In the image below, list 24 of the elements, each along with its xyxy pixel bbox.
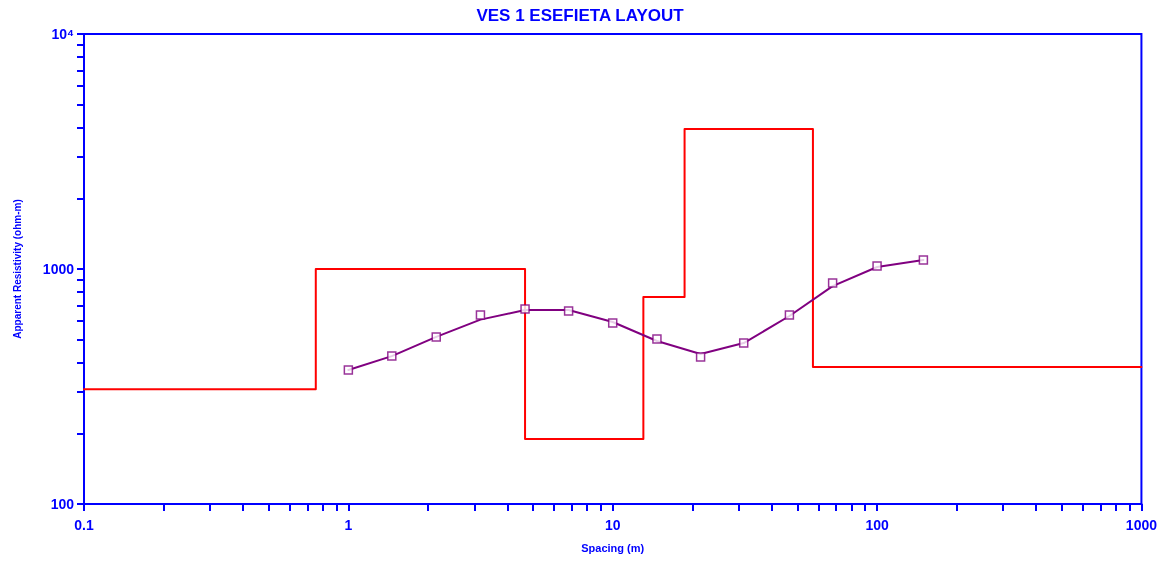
point	[520, 304, 530, 314]
x-tick-label: 0.1	[74, 517, 94, 533]
x-tick-label: 1000	[1125, 517, 1158, 533]
point	[475, 310, 486, 320]
chart-title: VES 1 ESEFIETA LAYOUT	[476, 6, 685, 25]
y-tick-label: 10⁴	[51, 26, 75, 42]
point	[827, 278, 838, 288]
point	[343, 365, 354, 375]
point	[431, 332, 441, 342]
x-tick-label: 100	[865, 517, 889, 533]
y-tick-label: 100	[50, 496, 75, 512]
point	[738, 338, 749, 348]
point	[607, 318, 618, 328]
y-axis-title: Apparent Resistivity (ohm-m)	[11, 199, 23, 339]
point	[695, 352, 706, 362]
y-tick-label: 1000	[42, 261, 75, 277]
point	[387, 351, 397, 361]
point	[563, 306, 574, 316]
x-tick-label: 10	[604, 517, 621, 533]
point	[872, 261, 882, 271]
point	[652, 334, 662, 344]
x-axis-title: Spacing (m)	[581, 541, 645, 554]
point	[784, 310, 795, 320]
x-tick-label: 1	[344, 517, 353, 533]
